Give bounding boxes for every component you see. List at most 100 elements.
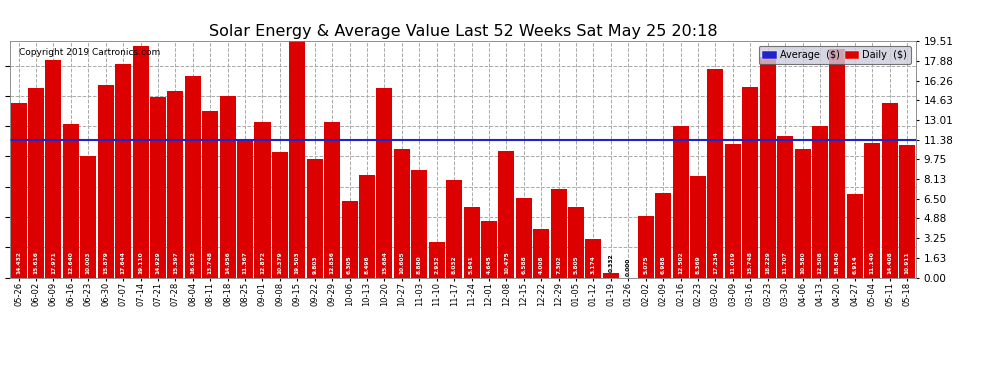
Text: 15.684: 15.684 — [382, 251, 387, 274]
Bar — [795, 149, 811, 278]
Bar — [62, 124, 79, 278]
Bar — [777, 136, 793, 278]
Text: 12.640: 12.640 — [68, 251, 73, 274]
Text: 17.644: 17.644 — [121, 251, 126, 274]
Text: 12.508: 12.508 — [818, 251, 823, 274]
Text: 17.234: 17.234 — [713, 251, 718, 274]
Bar — [655, 193, 671, 278]
Bar — [167, 91, 183, 278]
Text: 4.645: 4.645 — [486, 255, 491, 274]
Text: 11.019: 11.019 — [731, 251, 736, 274]
Text: 8.880: 8.880 — [417, 255, 422, 274]
Bar — [133, 46, 148, 278]
Text: 0.000: 0.000 — [626, 258, 631, 276]
Text: 15.748: 15.748 — [747, 251, 752, 274]
Text: 8.032: 8.032 — [451, 255, 456, 274]
Bar — [830, 50, 845, 278]
Bar — [429, 242, 445, 278]
Text: 6.914: 6.914 — [852, 255, 857, 274]
Text: 6.588: 6.588 — [522, 255, 527, 274]
Text: 6.305: 6.305 — [347, 255, 352, 274]
Text: 11.707: 11.707 — [783, 251, 788, 274]
Text: 10.911: 10.911 — [905, 251, 910, 274]
Bar — [220, 96, 236, 278]
Text: 19.110: 19.110 — [138, 251, 143, 274]
Text: 2.932: 2.932 — [435, 255, 440, 274]
Text: 12.872: 12.872 — [260, 251, 265, 274]
Text: 8.496: 8.496 — [364, 255, 369, 274]
Text: 11.367: 11.367 — [243, 251, 248, 274]
Bar — [759, 57, 776, 278]
Bar — [46, 60, 61, 278]
Text: 15.397: 15.397 — [173, 251, 178, 274]
Bar — [446, 180, 462, 278]
Text: 15.616: 15.616 — [34, 251, 39, 274]
Bar — [237, 140, 253, 278]
Text: 8.369: 8.369 — [696, 255, 701, 274]
Text: 7.302: 7.302 — [556, 255, 561, 274]
Text: 5.841: 5.841 — [469, 255, 474, 274]
Text: 4.008: 4.008 — [539, 255, 544, 274]
Bar — [638, 216, 653, 278]
Bar — [882, 103, 898, 278]
Text: 15.879: 15.879 — [103, 251, 108, 274]
Title: Solar Energy & Average Value Last 52 Weeks Sat May 25 20:18: Solar Energy & Average Value Last 52 Wee… — [209, 24, 717, 39]
Bar — [899, 146, 915, 278]
Text: 13.748: 13.748 — [208, 251, 213, 274]
Bar — [463, 207, 479, 278]
Bar — [585, 239, 602, 278]
Text: 10.605: 10.605 — [399, 251, 404, 274]
Text: 16.632: 16.632 — [190, 251, 195, 274]
Bar — [672, 126, 689, 278]
Text: 3.174: 3.174 — [591, 255, 596, 274]
Bar — [725, 144, 741, 278]
Text: 10.580: 10.580 — [800, 251, 805, 274]
Bar — [376, 88, 392, 278]
Bar — [342, 201, 357, 278]
Text: 14.408: 14.408 — [887, 251, 892, 274]
Bar — [324, 122, 341, 278]
Bar — [394, 149, 410, 278]
Bar — [359, 175, 375, 278]
Bar — [603, 273, 619, 278]
Text: 5.075: 5.075 — [644, 255, 648, 274]
Bar — [812, 126, 828, 278]
Text: 17.971: 17.971 — [50, 251, 56, 274]
Bar — [185, 76, 201, 278]
Text: 5.805: 5.805 — [573, 255, 578, 274]
Bar — [742, 87, 758, 278]
Text: 10.379: 10.379 — [277, 251, 282, 274]
Text: 14.432: 14.432 — [16, 251, 21, 274]
Bar — [80, 156, 96, 278]
Text: 10.003: 10.003 — [86, 251, 91, 274]
Bar — [149, 97, 166, 278]
Bar — [115, 64, 131, 278]
Bar — [202, 111, 218, 278]
Bar — [98, 85, 114, 278]
Bar — [708, 69, 724, 278]
Text: 12.836: 12.836 — [330, 251, 335, 274]
Bar — [690, 176, 706, 278]
Text: 19.503: 19.503 — [295, 251, 300, 274]
Bar — [11, 103, 27, 278]
Bar — [411, 170, 428, 278]
Text: Copyright 2019 Cartronics.com: Copyright 2019 Cartronics.com — [19, 48, 160, 57]
Bar — [254, 122, 270, 278]
Text: 0.332: 0.332 — [609, 254, 614, 272]
Text: 18.840: 18.840 — [835, 251, 840, 274]
Bar — [272, 152, 288, 278]
Bar — [28, 88, 44, 278]
Bar — [568, 207, 584, 278]
Text: 9.803: 9.803 — [312, 255, 317, 274]
Text: 6.988: 6.988 — [660, 255, 665, 274]
Bar — [864, 142, 880, 278]
Bar — [307, 159, 323, 278]
Text: 12.502: 12.502 — [678, 251, 683, 274]
Bar — [516, 198, 532, 278]
Text: 11.140: 11.140 — [869, 251, 875, 274]
Bar — [289, 41, 305, 278]
Bar — [481, 221, 497, 278]
Bar — [534, 229, 549, 278]
Bar — [550, 189, 566, 278]
Bar — [498, 151, 515, 278]
